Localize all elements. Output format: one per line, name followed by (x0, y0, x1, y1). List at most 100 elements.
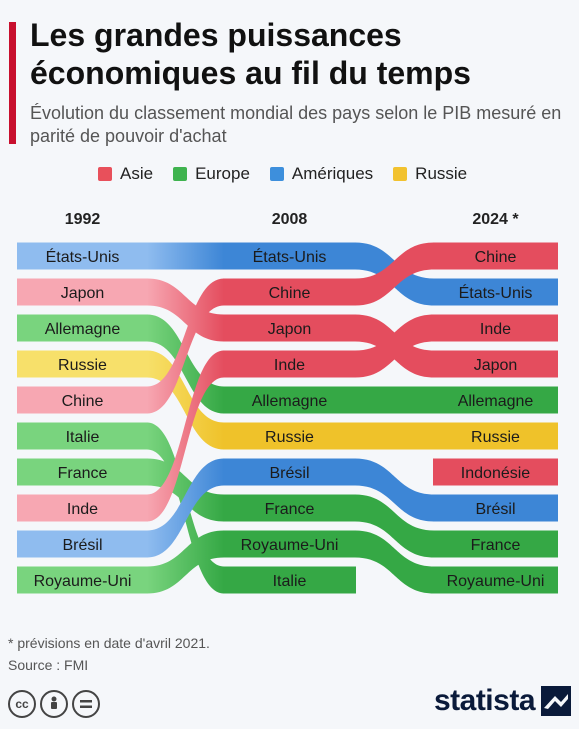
label-russie-1992: Russie (58, 357, 107, 374)
bar-inde-2008 (223, 350, 356, 378)
nd-icon[interactable] (72, 690, 100, 718)
series-bresil: Brésil Brésil Brésil (17, 458, 558, 558)
bar-bresil-2024 (433, 494, 558, 522)
label-allemagne-1992: Allemagne (45, 321, 121, 338)
bar-royaume-uni-1992 (17, 566, 148, 594)
series-france: France France France (17, 458, 558, 558)
bar-chine-1992 (17, 386, 148, 414)
legend-label-ameriques: Amériques (291, 164, 374, 183)
bar-russie-2024 (433, 422, 558, 450)
bar-inde-2024 (433, 314, 558, 342)
ribbon-bresil-1 (355, 458, 434, 522)
label-france-2024: France (471, 537, 521, 554)
label-bresil-1992: Brésil (62, 537, 102, 554)
bar-japon-2024 (433, 350, 558, 378)
label-chine-2024: Chine (475, 249, 517, 266)
bar-etats-unis-2008 (223, 242, 356, 270)
bar-allemagne-2024 (433, 386, 558, 414)
label-etats-unis-2024: États-Unis (459, 283, 533, 302)
bar-france-1992 (17, 458, 148, 486)
label-japon-2024: Japon (474, 357, 518, 374)
label-allemagne-2008: Allemagne (252, 393, 328, 410)
label-japon-2008: Japon (268, 321, 312, 338)
legend-swatch-europe (173, 167, 188, 181)
label-allemagne-2024: Allemagne (458, 393, 534, 410)
label-inde-1992: Inde (67, 501, 98, 518)
bar-france-2008 (223, 494, 356, 522)
legend-label-russie: Russie (415, 164, 468, 183)
legend-item-ameriques: Amériques (269, 164, 374, 184)
bump-chart: 1992 2008 2024 *États-Unis États-UnisÉtats-… (17, 211, 558, 594)
bar-royaume-uni-2024 (433, 566, 558, 594)
series-chine: Chine Chine Chine (17, 242, 558, 414)
footnote-note: * prévisions en date d'avril 2021. (8, 635, 210, 651)
bar-etats-unis-1992 (17, 242, 148, 270)
label-indonesie-2024: Indonésie (461, 465, 530, 482)
bar-italie-1992 (17, 422, 148, 450)
ribbon-france-0 (147, 458, 224, 522)
legend-item-asie: Asie (98, 164, 153, 184)
series-etats-unis: États-Unis États-Unis États-Unis (17, 242, 558, 306)
ribbon-japon-0 (147, 278, 224, 342)
cc-icon[interactable]: cc (8, 690, 36, 718)
label-royaume-uni-1992: Royaume-Uni (34, 573, 132, 590)
license-icons: cc (8, 690, 100, 718)
bar-france-2024 (433, 530, 558, 558)
bar-inde-1992 (17, 494, 148, 522)
label-etats-unis-2008: États-Unis (253, 247, 327, 266)
bar-chine-2024 (433, 242, 558, 270)
legend-swatch-ameriques (269, 167, 284, 181)
series-royaume-uni: Royaume-Uni Royaume-Uni Royaume-Uni (17, 530, 558, 594)
year-header-2008: 2008 (272, 211, 308, 228)
bar-allemagne-1992 (17, 314, 148, 342)
footnote: * prévisions en date d'avril 2021. Sourc… (8, 632, 210, 676)
legend-swatch-russie (393, 167, 408, 181)
legend-label-asie: Asie (120, 164, 154, 183)
ribbon-russie-1 (355, 422, 434, 450)
ribbon-bresil-0 (147, 458, 224, 558)
label-royaume-uni-2008: Royaume-Uni (241, 537, 339, 554)
chart-title: Les grandes puissances économiques au fi… (30, 17, 471, 91)
ribbon-inde-1 (355, 314, 434, 378)
legend-swatch-asie (98, 167, 112, 181)
title-accent-bar (9, 22, 16, 144)
ribbon-royaume-uni-1 (355, 530, 434, 594)
year-header-1992: 1992 (65, 211, 101, 228)
bar-italie-2008 (223, 566, 356, 594)
statista-logo-icon (541, 686, 571, 716)
ribbon-inde-0 (147, 350, 224, 522)
bar-russie-1992 (17, 350, 148, 378)
bar-bresil-2008 (223, 458, 356, 486)
legend: Asie Europe Amériques Russie (98, 164, 467, 184)
bar-bresil-1992 (17, 530, 148, 558)
bar-allemagne-2008 (223, 386, 356, 414)
ribbon-france-1 (355, 494, 434, 558)
bar-japon-2008 (223, 314, 356, 342)
label-chine-2008: Chine (269, 285, 311, 302)
by-icon[interactable] (40, 690, 68, 718)
label-bresil-2008: Brésil (269, 465, 309, 482)
bar-indonesie-2024 (433, 458, 558, 486)
series-indonesie: Indonésie (433, 458, 558, 486)
bar-russie-2008 (223, 422, 356, 450)
label-russie-2008: Russie (265, 429, 314, 446)
label-bresil-2024: Brésil (475, 501, 515, 518)
brand-name: statista (433, 684, 536, 717)
bar-etats-unis-2024 (433, 278, 558, 306)
ribbon-etats-unis-0 (147, 242, 224, 270)
ribbon-chine-0 (147, 278, 224, 414)
chart-subtitle: Évolution du classement mondial des pays… (30, 103, 562, 146)
legend-item-russie: Russie (393, 164, 467, 184)
label-inde-2024: Inde (480, 321, 511, 338)
series-inde: Inde Inde Inde (17, 314, 558, 522)
label-russie-2024: Russie (471, 429, 520, 446)
label-italie-1992: Italie (66, 429, 100, 446)
label-france-2008: France (265, 501, 315, 518)
ribbon-chine-1 (355, 242, 434, 306)
bar-japon-1992 (17, 278, 148, 306)
label-italie-2008: Italie (273, 573, 307, 590)
legend-label-europe: Europe (195, 164, 250, 183)
brand[interactable]: statista (434, 684, 571, 718)
year-header-2024-: 2024 * (472, 211, 519, 228)
label-japon-1992: Japon (61, 285, 105, 302)
